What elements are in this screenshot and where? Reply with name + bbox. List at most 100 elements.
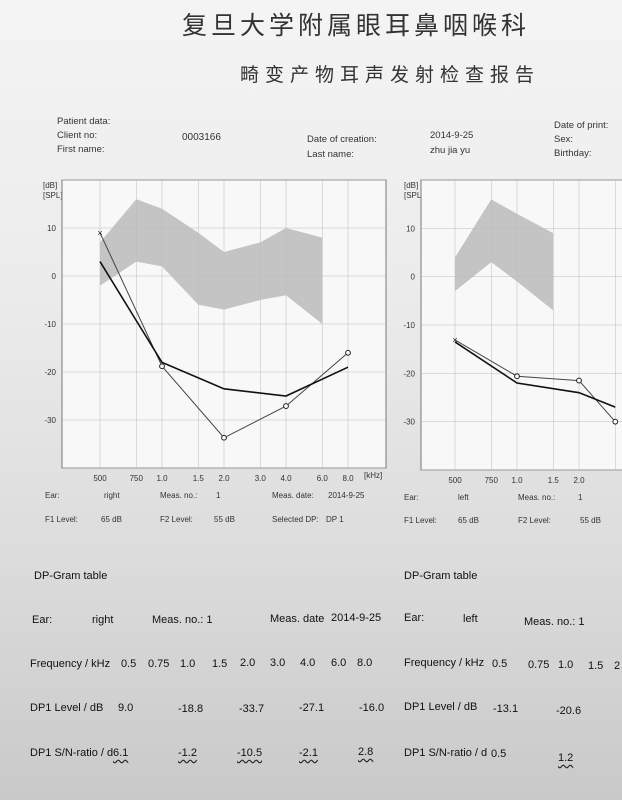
table-right-freq: 0.5	[121, 658, 137, 670]
chart-left-x-tick: 1.5	[548, 476, 560, 485]
table-right-sn: 6.1	[113, 747, 129, 759]
table-right-freq: 8.0	[357, 657, 373, 669]
chart-right-y-tick: -20	[44, 368, 56, 377]
chart-right-point	[221, 434, 227, 441]
chart-left-x-tick: 2.0	[573, 476, 585, 485]
table-right-sn: -2.1	[299, 747, 318, 759]
chart-left-point	[577, 378, 582, 383]
chart-right-series-1-line	[99, 261, 349, 397]
table-left-sn: 0.5	[491, 748, 507, 760]
right-meas-value: 1	[216, 491, 221, 500]
chart-right-y-tick: -10	[44, 320, 56, 329]
table-right-freq: 6.0	[331, 657, 347, 669]
last-name-value: zhu jia yu	[430, 145, 471, 156]
chart-right-x-tick: 6.0	[317, 474, 329, 483]
table-right-level: 9.0	[118, 702, 134, 714]
hospital-title: 复旦大学附属眼耳鼻咽喉科	[182, 11, 531, 40]
chart-left-y-tick: -20	[403, 369, 415, 378]
chart-left-series-0-line	[455, 340, 615, 422]
chart-left-x-tick: 750	[485, 476, 499, 485]
table-right-ear: right	[92, 614, 114, 626]
client-no-value: 0003166	[182, 132, 221, 143]
table-right-meas: Meas. no.: 1	[152, 614, 213, 626]
right-ear-label: Ear:	[45, 491, 60, 500]
chart-right-x-tick: 2.0	[218, 474, 230, 483]
report-title: 畸变产物耳声发射检查报告	[240, 64, 541, 86]
table-left-level-label: DP1 Level / dB	[404, 701, 478, 713]
date-creation-value: 2014-9-25	[430, 130, 474, 141]
table-right-freq: 2.0	[240, 657, 256, 669]
table-left-ear: left	[463, 613, 478, 625]
table-right-title: DP-Gram table	[34, 570, 108, 582]
right-selected-label: Selected DP:	[272, 515, 319, 524]
date-creation-label: Date of creation:	[307, 134, 377, 145]
table-right-freq-label: Frequency / kHz	[30, 658, 111, 670]
chart-right-point: ×	[97, 228, 102, 238]
table-right-ear-label: Ear:	[32, 614, 53, 626]
chart-right-x-tick: 4.0	[280, 474, 292, 483]
table-right-level: -18.8	[178, 703, 204, 715]
table-right-level: -27.1	[299, 702, 325, 714]
chart-right-ylabel-spl: [SPL]	[43, 191, 63, 200]
left-meas-label: Meas. no.:	[518, 493, 556, 502]
table-left-freq: 0.75	[528, 659, 550, 671]
table-right-freq: 4.0	[300, 657, 316, 669]
table-left-sn: 1.2	[558, 752, 574, 764]
table-right-freq: 1.5	[212, 658, 228, 670]
table-right-date-label: Meas. date	[270, 613, 325, 625]
right-f2-value: 55 dB	[214, 515, 235, 524]
chart-right-xunit: [kHz]	[364, 471, 382, 480]
right-f1-value: 65 dB	[101, 515, 122, 524]
chart-left-y-tick: 10	[406, 224, 415, 233]
left-ear-label: Ear:	[404, 493, 419, 502]
left-f2-label: F2 Level:	[518, 516, 551, 525]
birthday-label: Birthday:	[554, 148, 592, 159]
table-left-sn-label: DP1 S/N-ratio / d	[404, 747, 488, 759]
left-f1-value: 65 dB	[458, 516, 479, 525]
chart-left-x-tick: 1.0	[511, 476, 523, 485]
table-left-freq: 1.5	[588, 660, 604, 672]
table-right-sn: -10.5	[237, 747, 263, 759]
right-f2-label: F2 Level:	[160, 515, 193, 524]
right-ear-value: right	[104, 491, 120, 500]
left-f2-value: 55 dB	[580, 516, 601, 525]
chart-left-point	[613, 419, 618, 424]
table-right-sn: -1.2	[178, 747, 197, 759]
chart-right-x-tick: 3.0	[255, 474, 267, 483]
client-no-label: Client no:	[57, 130, 98, 141]
table-right-sn: 2.8	[358, 746, 374, 758]
right-meas-date-value: 2014-9-25	[328, 491, 365, 500]
sex-label: Sex:	[554, 134, 574, 145]
right-f1-label: F1 Level:	[45, 515, 78, 524]
right-meas-date-label: Meas. date:	[272, 491, 314, 500]
chart-left-noise-band	[455, 199, 553, 310]
chart-right-point	[283, 403, 289, 409]
last-name-label: Last name:	[307, 149, 354, 160]
left-meas-value: 1	[578, 493, 583, 502]
chart-right-y-tick: 0	[52, 272, 57, 281]
chart-left-point	[515, 374, 520, 379]
chart-left-y-tick: -30	[403, 418, 415, 427]
date-print-label: Date of print:	[554, 120, 609, 131]
left-f1-label: F1 Level:	[404, 516, 437, 525]
table-left-level: -20.6	[556, 705, 582, 717]
table-left-ear-label: Ear:	[404, 612, 425, 624]
chart-left-x-tick: 500	[448, 476, 462, 485]
chart-right-noise-band	[100, 199, 323, 324]
chart-right-x-tick: 1.5	[193, 474, 205, 483]
chart-right-x-tick: 500	[93, 474, 107, 483]
left-ear-value: left	[458, 493, 469, 502]
right-selected-value: DP 1	[326, 515, 344, 524]
table-left-freq: 0.5	[492, 658, 508, 670]
table-left-freq: 2	[614, 660, 621, 672]
table-right-freq: 1.0	[180, 658, 196, 670]
chart-left-y-tick: -10	[403, 321, 415, 330]
chart-right-y-tick: -30	[44, 416, 56, 425]
table-left-title: DP-Gram table	[404, 570, 478, 582]
chart-left-ylabel-db: [dB]	[404, 181, 418, 190]
chart-right-point	[159, 363, 165, 370]
chart-right-x-tick: 8.0	[342, 474, 354, 483]
chart-right-y-tick: 10	[47, 224, 56, 233]
